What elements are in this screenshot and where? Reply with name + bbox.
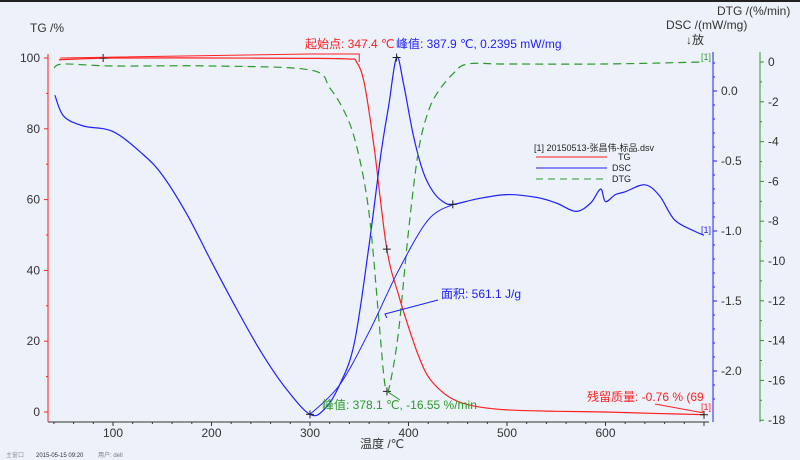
legend-dtg-label: DTG <box>612 174 631 184</box>
dsc-direction-label: ↓放 <box>686 32 704 47</box>
tg-curve <box>58 57 705 416</box>
dtg-tick-label: -10 <box>768 254 786 268</box>
dtg-tick-label: -4 <box>768 135 779 149</box>
area-annotation: 面积: 561.1 J/g <box>441 287 521 301</box>
area-leader <box>384 299 439 319</box>
x-tick-label: 300 <box>300 426 320 440</box>
dtg-peak-marker <box>382 387 391 396</box>
onset-leader <box>59 53 360 62</box>
dsc-tick-label: -0.5 <box>721 154 742 168</box>
residue-leader <box>654 403 705 414</box>
legend-file: [1] 20150513-张昌伟-标品.dsv <box>534 142 655 153</box>
tg-tick-label: 20 <box>27 334 41 348</box>
dtg-tick-label: -18 <box>768 413 786 427</box>
dtg-curve <box>53 61 705 393</box>
dsc-tick-label: -1.0 <box>721 224 742 238</box>
tg-tick-label: 40 <box>27 263 41 277</box>
dsc-peak-marker <box>392 53 401 62</box>
dsc-area-baseline <box>309 203 454 415</box>
tg-tick-label: 60 <box>27 193 41 207</box>
footer-datetime: 2015-05-15 09:20 <box>36 453 84 459</box>
x-tick-label: 400 <box>398 426 418 440</box>
footer-user: 用户: dell <box>98 451 123 459</box>
residue-annotation: 残留质量: -0.76 % (69 <box>587 390 704 404</box>
dtg-tick-label: -16 <box>768 373 786 387</box>
dtg-peak-leader <box>386 390 401 401</box>
tg-tick-label: 80 <box>27 122 41 136</box>
x-axis-label: 温度 /℃ <box>360 436 404 451</box>
dsc-min-marker <box>306 410 314 419</box>
dtg-tick-label: -8 <box>768 214 779 228</box>
footer-window: 主窗口 <box>6 451 24 459</box>
dtg-tick-label: 0 <box>768 55 775 69</box>
residue-marker <box>700 410 708 419</box>
dsc-tick-label: 0.0 <box>721 84 738 98</box>
x-tick-label: 600 <box>595 426 615 440</box>
tg-curve-tag: [1] <box>701 402 711 412</box>
dsc-curve-tag: [1] <box>701 225 711 235</box>
dsc-end-marker <box>448 200 457 209</box>
dtg-curve-tag: [1] <box>701 52 711 62</box>
tg-tick-label: 100 <box>20 51 40 65</box>
onset-marker <box>99 54 108 62</box>
tg-axis-label: TG /% <box>30 21 64 35</box>
tg-midpoint-marker <box>382 245 391 254</box>
dtg-axis-label: DTG /(%/min) <box>717 4 790 18</box>
legend-dsc-label: DSC <box>612 163 632 173</box>
tg-tick-label: 0 <box>33 405 40 419</box>
dsc-tick-label: -2.0 <box>721 364 742 378</box>
x-tick-label: 200 <box>201 426 221 440</box>
dsc-tick-label: -1.5 <box>721 294 742 308</box>
dsc-curve <box>54 56 705 417</box>
dtg-peak-annotation: 峰值: 378.1 ℃, -16.55 %/min <box>322 397 477 412</box>
dsc-peak-annotation: 峰值: 387.9 ℃, 0.2395 mW/mg <box>396 36 562 51</box>
onset-annotation: 起始点: 347.4 ℃ <box>305 37 395 51</box>
dtg-tick-label: -14 <box>768 334 786 348</box>
legend: [1] 20150513-张昌伟-标品.dsv TG DSC DTG <box>534 142 655 184</box>
x-tick-label: 100 <box>103 426 123 440</box>
x-tick-label: 500 <box>497 426 517 440</box>
dsc-axis-label: DSC /(mW/mg) <box>666 18 747 32</box>
dtg-tick-label: -12 <box>768 294 786 308</box>
legend-tg-label: TG <box>618 152 631 162</box>
dtg-tick-label: -2 <box>768 95 779 109</box>
dtg-tick-label: -6 <box>768 174 779 188</box>
